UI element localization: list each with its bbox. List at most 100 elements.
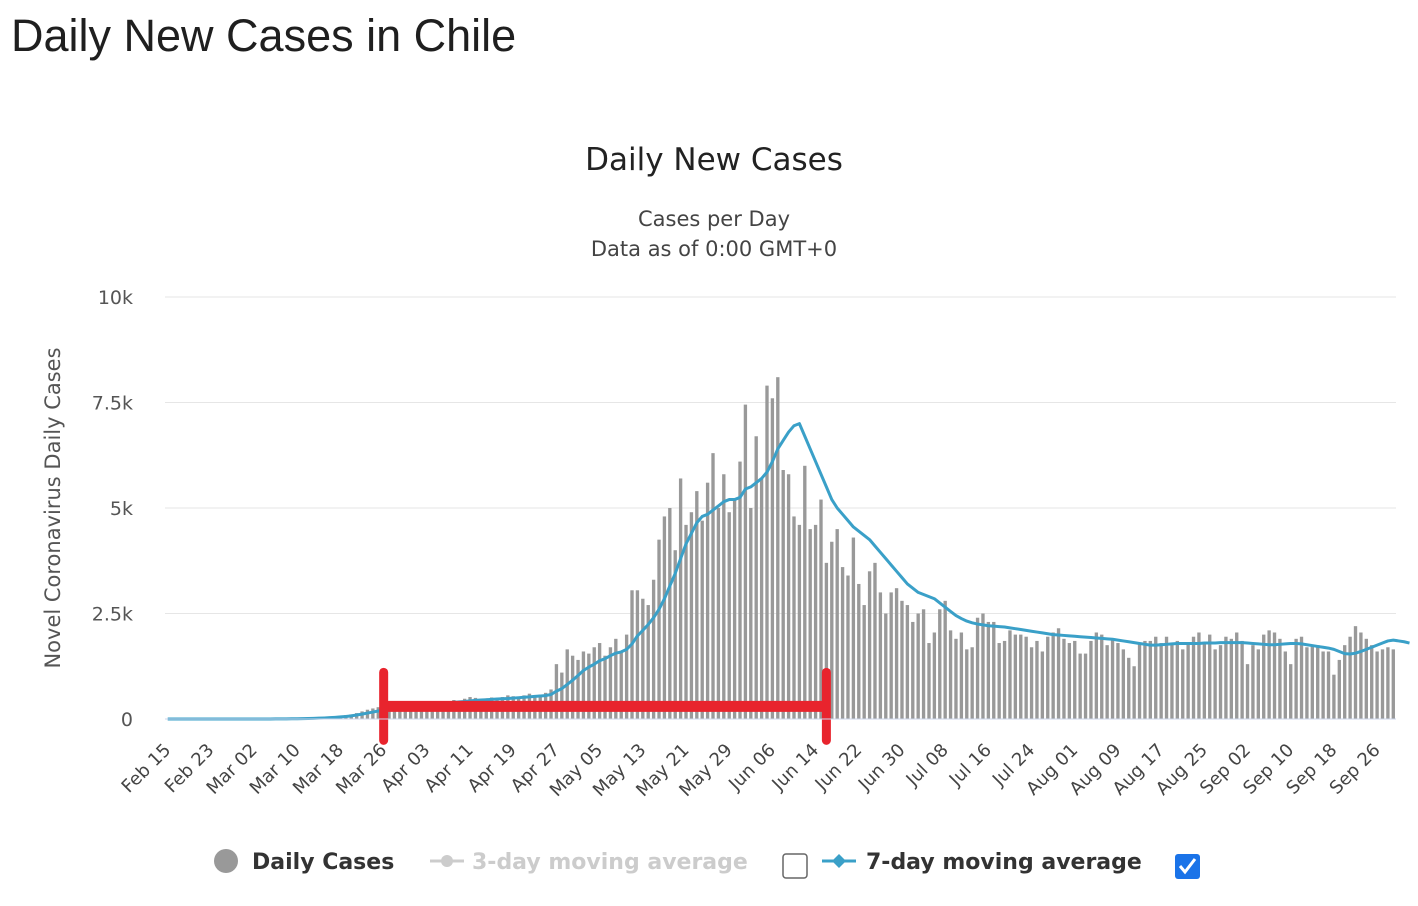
bar[interactable] [1224, 636, 1228, 719]
bar[interactable] [695, 491, 699, 719]
bar[interactable] [1143, 640, 1147, 719]
bar[interactable] [668, 508, 672, 719]
bar[interactable] [1343, 645, 1347, 719]
bar[interactable] [376, 707, 380, 719]
bar[interactable] [662, 516, 667, 719]
bar[interactable] [722, 474, 726, 719]
bar[interactable] [970, 647, 974, 719]
bar[interactable] [1051, 632, 1055, 719]
bar[interactable] [1213, 649, 1217, 719]
bar[interactable] [614, 638, 618, 719]
bar[interactable] [938, 609, 942, 719]
bar[interactable] [1083, 653, 1088, 719]
bar[interactable] [1375, 651, 1379, 719]
bar[interactable] [754, 436, 758, 719]
bar[interactable] [749, 508, 753, 719]
bar[interactable] [997, 643, 1001, 719]
bar[interactable] [1170, 643, 1174, 719]
bar[interactable] [1046, 636, 1050, 719]
bar[interactable] [927, 643, 931, 719]
bar[interactable] [1019, 634, 1023, 719]
bar[interactable] [894, 588, 899, 719]
bar[interactable] [678, 478, 683, 719]
bar[interactable] [1391, 649, 1395, 719]
bar[interactable] [776, 377, 780, 719]
bar[interactable] [1316, 645, 1320, 719]
bar[interactable] [705, 482, 710, 719]
bar[interactable] [1073, 640, 1077, 719]
legend-item-daily-cases[interactable]: Daily Cases [214, 849, 394, 875]
bar[interactable] [884, 613, 888, 720]
bar[interactable] [592, 647, 596, 719]
bar[interactable] [1148, 640, 1153, 719]
bar[interactable] [657, 539, 661, 719]
bar[interactable] [878, 592, 883, 719]
bar[interactable] [943, 600, 947, 719]
bar[interactable] [608, 647, 613, 719]
bar[interactable] [716, 508, 721, 719]
bar[interactable] [905, 605, 910, 719]
bar[interactable] [700, 520, 704, 719]
bar[interactable] [387, 705, 391, 719]
bar[interactable] [1267, 630, 1271, 719]
bar[interactable] [1035, 640, 1039, 719]
bar[interactable] [1056, 628, 1061, 719]
bar[interactable] [1262, 634, 1266, 719]
bar[interactable] [603, 655, 607, 719]
bar[interactable] [1283, 651, 1287, 719]
bar[interactable] [1326, 651, 1331, 719]
bar[interactable] [792, 516, 796, 719]
bar[interactable] [1229, 638, 1234, 719]
bar[interactable] [597, 643, 602, 719]
bar[interactable] [1332, 674, 1336, 719]
bar[interactable] [651, 579, 656, 719]
bar[interactable] [765, 385, 769, 719]
bar[interactable] [1202, 643, 1207, 719]
bar[interactable] [1359, 632, 1363, 719]
bar[interactable] [1008, 630, 1012, 719]
bar[interactable] [1132, 666, 1136, 719]
bar[interactable] [916, 613, 920, 720]
bar[interactable] [727, 512, 731, 719]
bar[interactable] [1024, 636, 1028, 719]
bar[interactable] [867, 571, 872, 719]
checkbox-3-day-average[interactable] [782, 853, 808, 879]
bar[interactable] [711, 453, 715, 719]
bar[interactable] [1353, 626, 1358, 719]
bar[interactable] [1251, 645, 1255, 719]
bar[interactable] [673, 550, 677, 719]
bar[interactable] [851, 537, 856, 719]
bar[interactable] [862, 605, 866, 719]
bar[interactable] [948, 630, 953, 719]
bar[interactable] [1310, 645, 1314, 719]
legend-item-7-day-average[interactable]: 7-day moving average [822, 850, 1142, 875]
bar[interactable] [1294, 638, 1298, 719]
bar[interactable] [743, 404, 748, 719]
bar[interactable] [1256, 649, 1260, 719]
bar[interactable] [1235, 632, 1239, 719]
bar[interactable] [1289, 664, 1293, 719]
checkbox-7-day-average[interactable] [1175, 854, 1200, 879]
bar[interactable] [1175, 640, 1180, 719]
bar[interactable] [1181, 649, 1185, 719]
bar[interactable] [965, 649, 969, 719]
bar[interactable] [959, 632, 964, 719]
bar[interactable] [1110, 638, 1115, 719]
bar[interactable] [624, 634, 629, 719]
bar[interactable] [1364, 638, 1368, 719]
bar[interactable] [808, 529, 812, 719]
bar[interactable] [1121, 649, 1126, 719]
bar[interactable] [981, 613, 985, 720]
bar[interactable] [1100, 634, 1104, 719]
bar[interactable] [954, 638, 958, 719]
bar[interactable] [1197, 632, 1201, 719]
bar[interactable] [371, 708, 375, 719]
bar[interactable] [786, 474, 791, 719]
bar[interactable] [1116, 643, 1120, 719]
bar[interactable] [1164, 636, 1169, 719]
bar[interactable] [1337, 659, 1341, 719]
bar[interactable] [759, 478, 764, 719]
bar[interactable] [1159, 643, 1163, 719]
bar[interactable] [986, 621, 991, 719]
bar[interactable] [732, 499, 737, 719]
